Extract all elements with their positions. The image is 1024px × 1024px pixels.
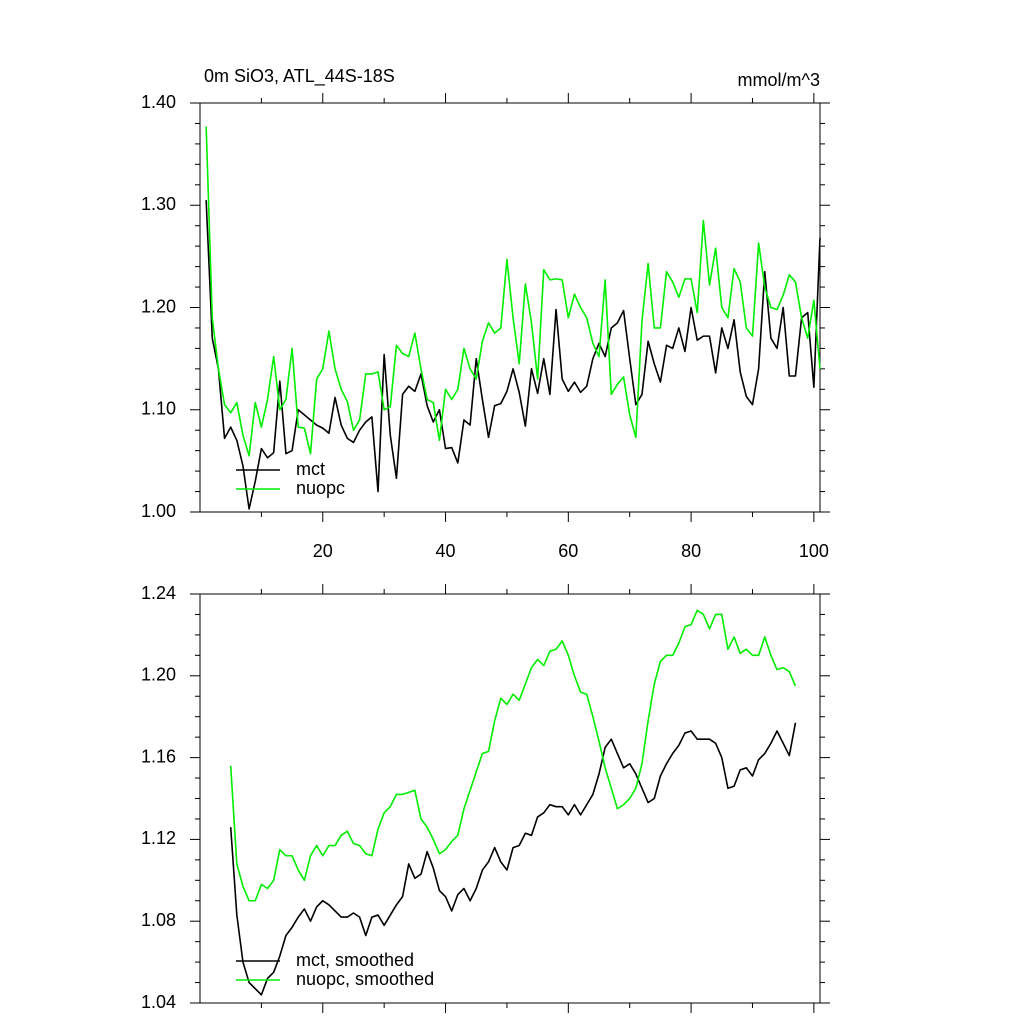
y-tick-label: 1.20 <box>141 296 176 316</box>
legend-label: mct <box>296 459 325 479</box>
x-tick-label: 100 <box>799 541 829 561</box>
y-tick-label: 1.20 <box>141 665 176 685</box>
y-tick-label: 1.24 <box>141 583 176 603</box>
x-tick-label: 80 <box>681 541 701 561</box>
data-line <box>229 722 797 996</box>
legend-label: nuopc, smoothed <box>296 969 434 989</box>
plot-frame <box>199 593 821 1004</box>
legend-label: nuopc <box>296 478 345 498</box>
plot-frame <box>199 102 821 513</box>
y-tick-label: 1.08 <box>141 910 176 930</box>
units-label: mmol/m^3 <box>738 70 820 90</box>
y-tick-label: 1.00 <box>141 501 176 521</box>
y-tick-label: 1.40 <box>141 92 176 112</box>
x-tick-label: 60 <box>558 541 578 561</box>
data-line <box>205 200 821 510</box>
y-tick-label: 1.10 <box>141 399 176 419</box>
x-tick-label: 40 <box>436 541 456 561</box>
y-tick-label: 1.16 <box>141 746 176 766</box>
data-line <box>229 609 797 902</box>
x-tick-label: 20 <box>313 541 333 561</box>
y-tick-label: 1.12 <box>141 828 176 848</box>
y-tick-label: 1.04 <box>141 992 176 1012</box>
legend-label: mct, smoothed <box>296 950 414 970</box>
y-tick-label: 1.30 <box>141 194 176 214</box>
chart-title: 0m SiO3, ATL_44S-18S <box>204 66 395 87</box>
data-line <box>205 126 821 457</box>
